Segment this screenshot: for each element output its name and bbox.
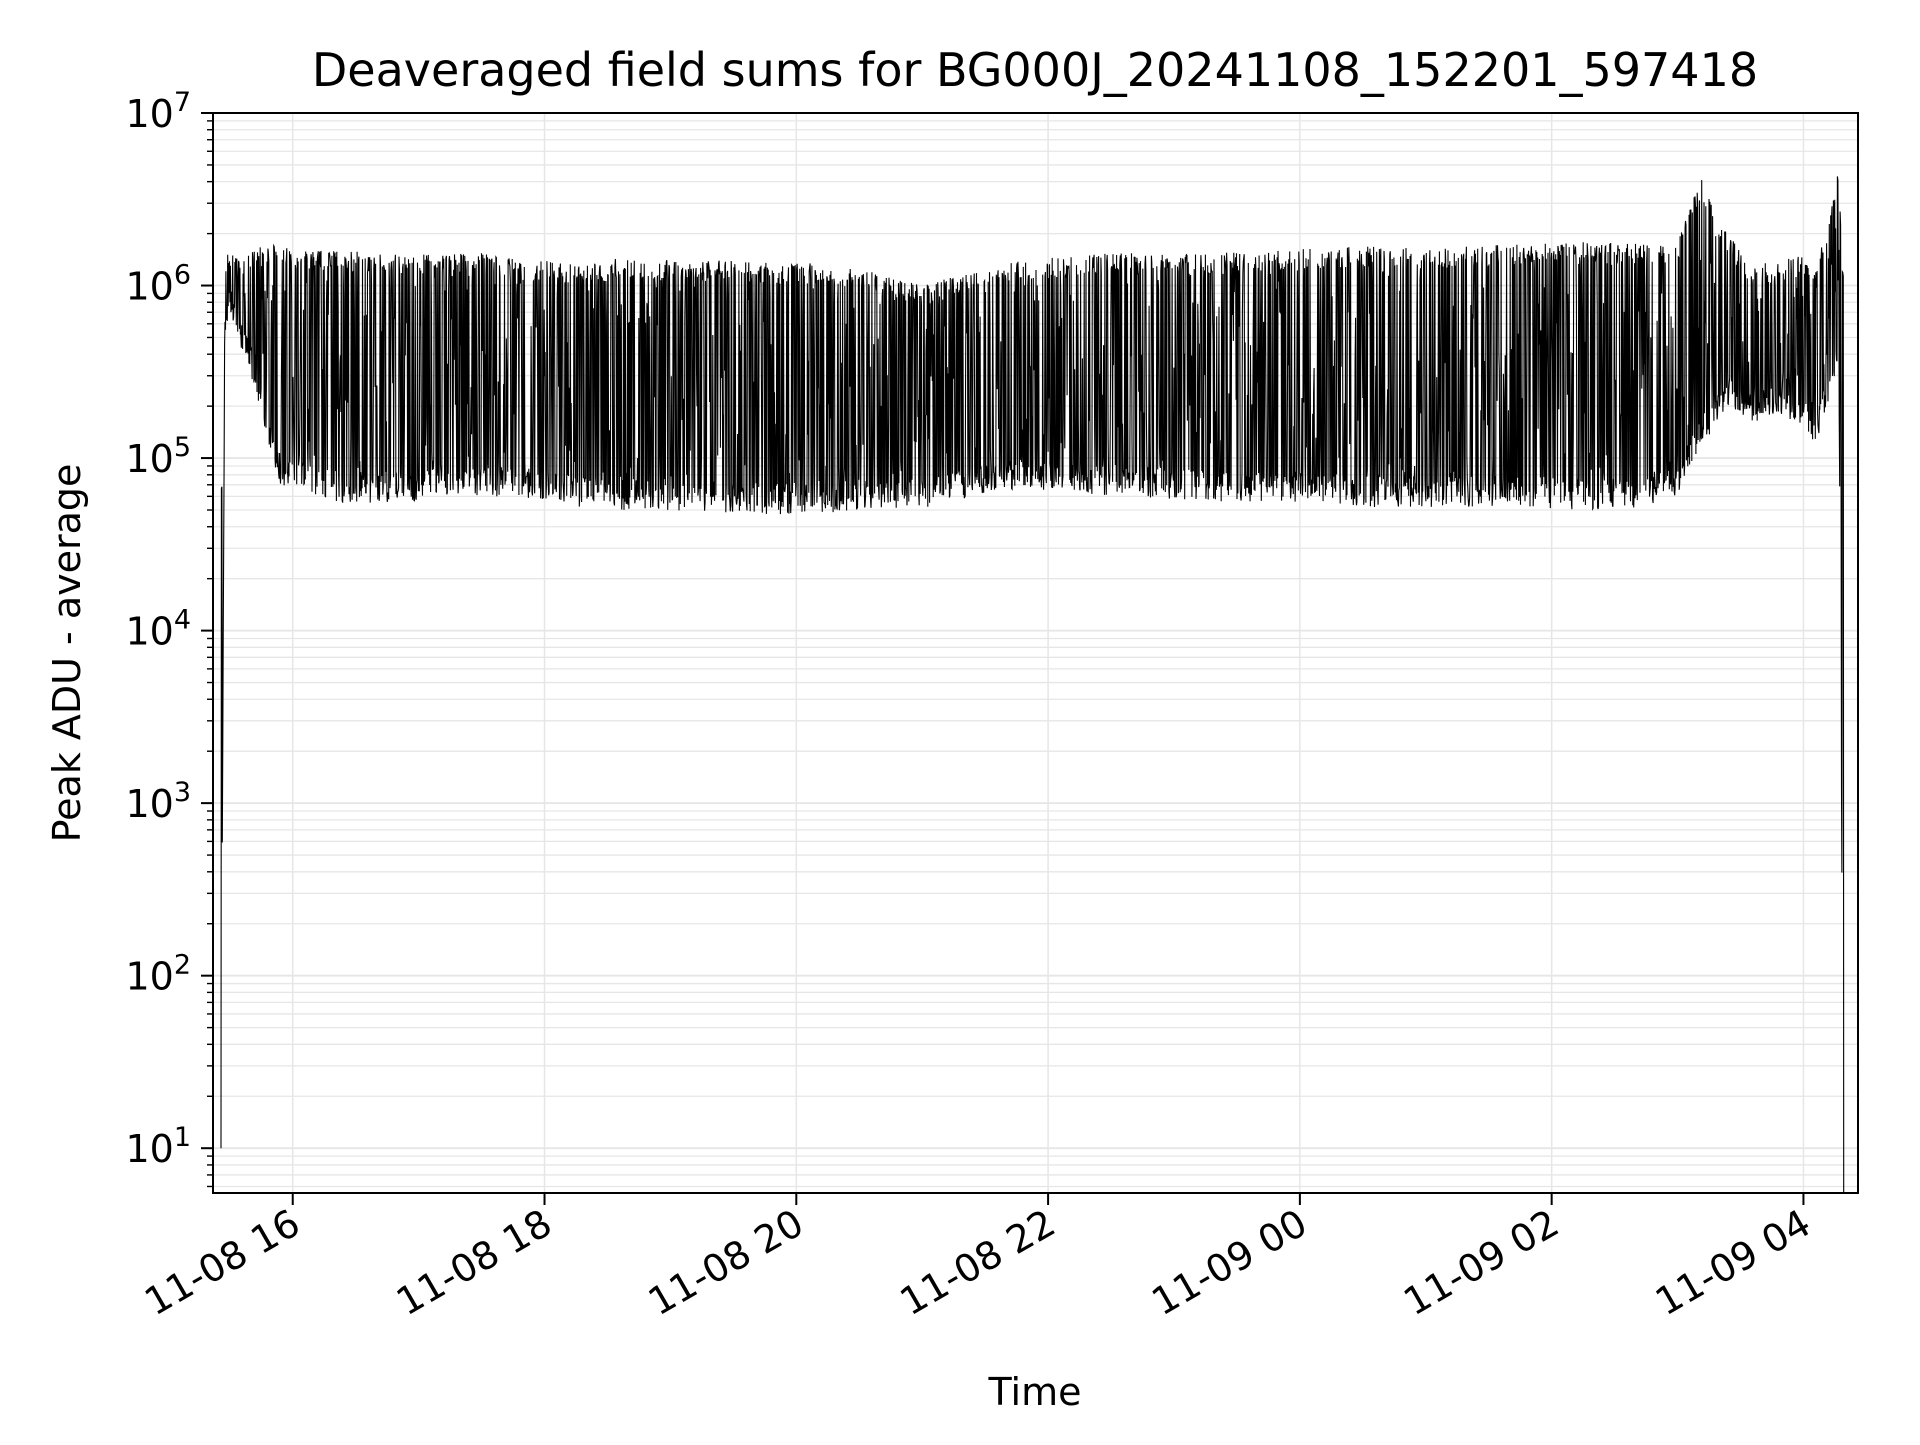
y-tick-label: 107 — [125, 87, 191, 136]
x-axis-label: Time — [988, 1370, 1082, 1414]
y-tick-label: 103 — [125, 777, 191, 826]
y-axis-label: Peak ADU - average — [45, 464, 89, 843]
chart-title: Deaveraged field sums for BG000J_2024110… — [312, 43, 1758, 97]
y-tick-label: 102 — [125, 950, 191, 999]
series-line — [220, 176, 1845, 1194]
y-tick-label: 106 — [125, 260, 191, 309]
y-tick-label: 101 — [125, 1122, 191, 1171]
plot-frame — [212, 112, 1859, 1194]
y-tick-label: 105 — [125, 432, 191, 481]
y-tick-label: 104 — [125, 605, 191, 654]
data-layer — [220, 176, 1845, 1194]
